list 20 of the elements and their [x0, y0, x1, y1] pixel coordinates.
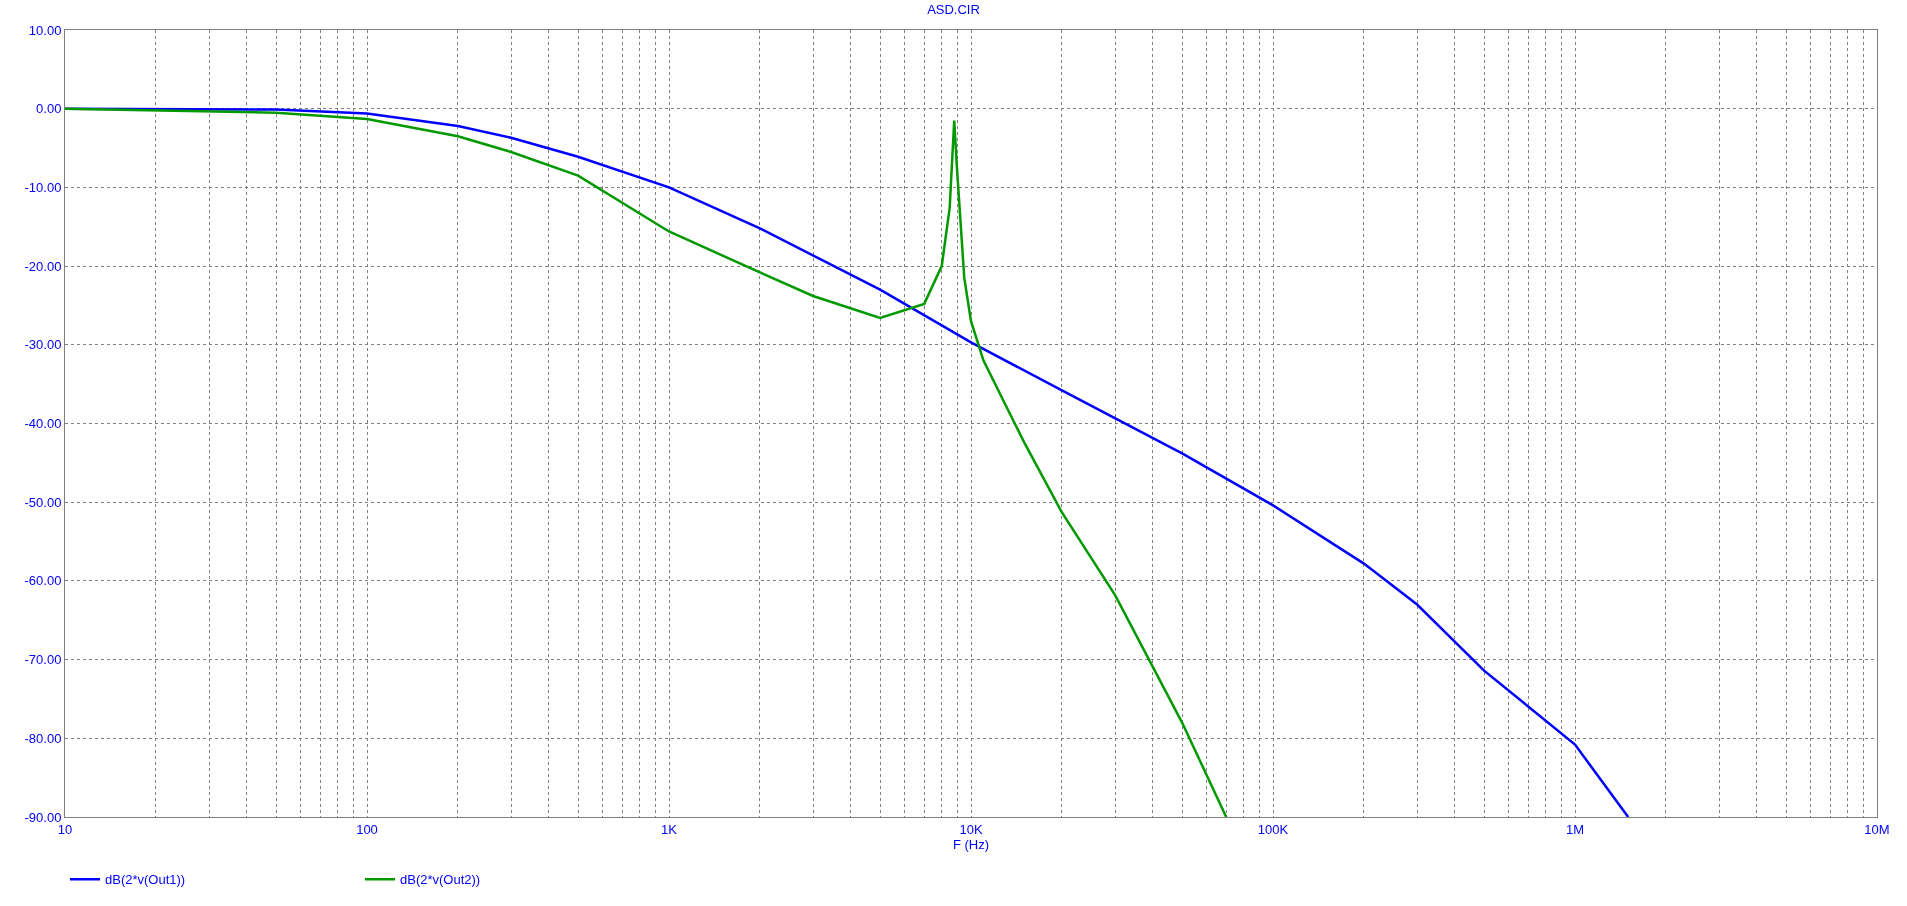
x-tick-label: 100 — [356, 821, 378, 837]
y-tick-label: -80.00 — [24, 730, 62, 746]
x-tick-label: 100K — [1257, 821, 1289, 837]
y-tick-label: 10.00 — [28, 22, 62, 38]
legend-label: dB(2*v(Out1)) — [105, 872, 186, 888]
y-tick-label: -40.00 — [24, 416, 62, 432]
y-tick-label: -50.00 — [24, 494, 62, 510]
x-axis-title: F (Hz) — [952, 837, 990, 853]
x-tick-label: 1K — [661, 821, 678, 837]
chart-title: ASD.CIR — [927, 1, 980, 17]
x-tick-label: 10M — [1864, 821, 1890, 837]
y-tick-label: -70.00 — [24, 652, 62, 668]
legend-label: dB(2*v(Out2)) — [400, 872, 481, 888]
y-tick-label: 0.00 — [36, 101, 62, 117]
y-tick-label: -60.00 — [24, 573, 62, 589]
y-tick-label: -10.00 — [24, 179, 62, 195]
x-tick-label: 10K — [959, 821, 983, 837]
y-tick-label: -30.00 — [24, 337, 62, 353]
y-tick-label: -20.00 — [24, 258, 62, 274]
x-tick-label: 1M — [1565, 821, 1585, 837]
